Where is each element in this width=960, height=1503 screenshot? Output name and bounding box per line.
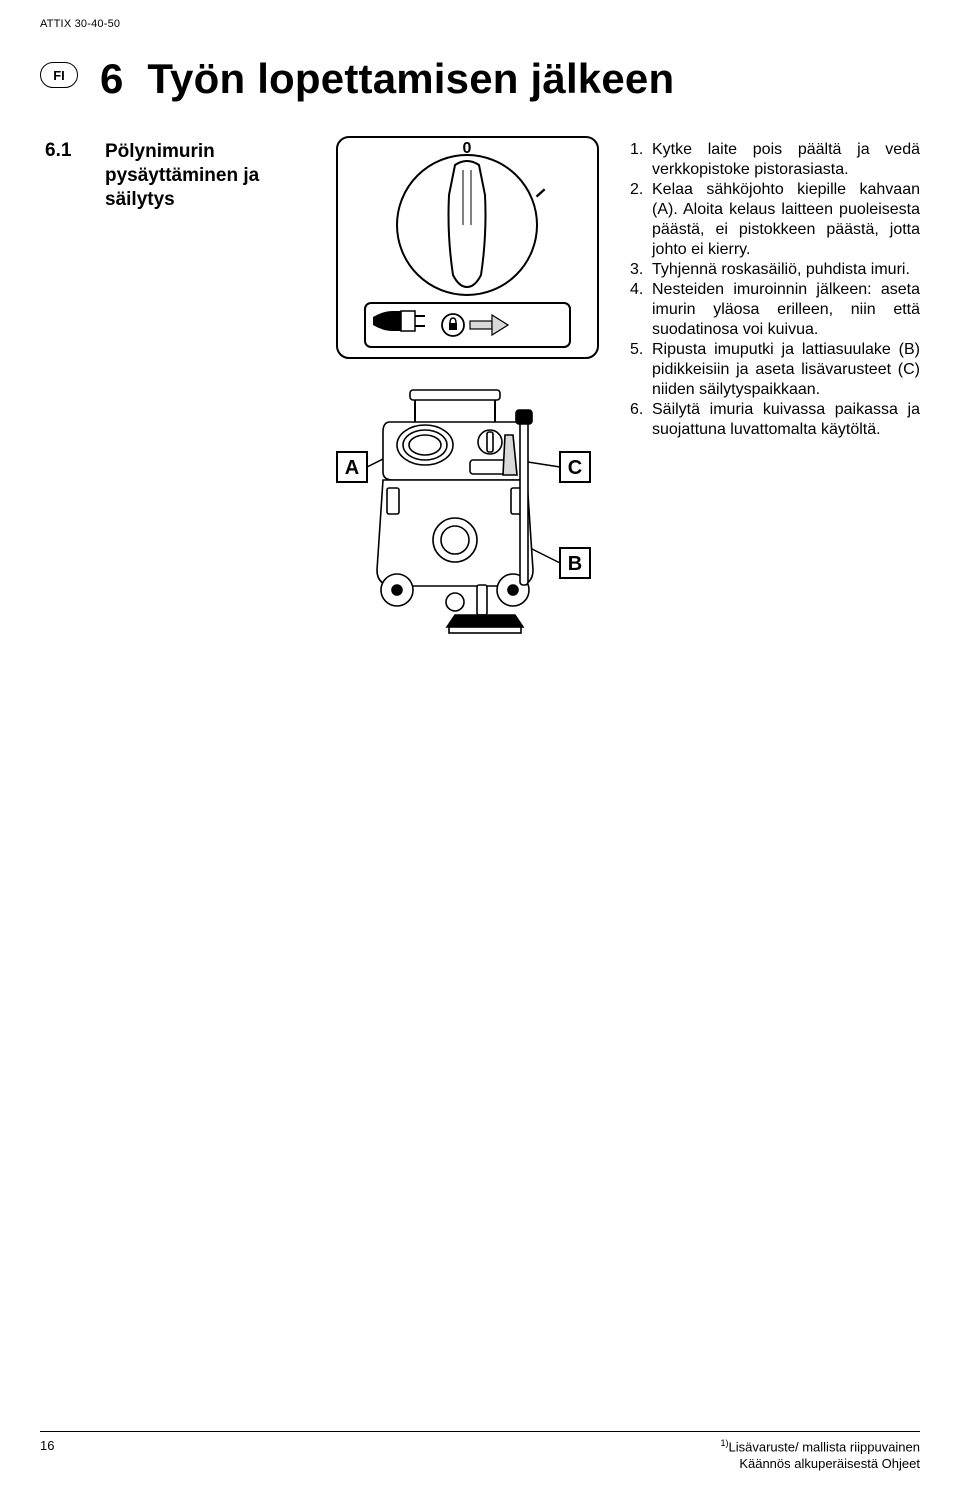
vacuum-label-C: C — [568, 457, 582, 479]
page-footer: 16 1)Lisävaruste/ mallista riippuvainen … — [40, 1431, 920, 1473]
instruction-item: Kytke laite pois päältä ja vedä verkkopi… — [630, 140, 920, 180]
vacuum-label-B: B — [568, 553, 582, 575]
chapter-title: 6 Työn lopettamisen jälkeen — [100, 55, 674, 103]
chapter-number: 6 — [100, 55, 124, 102]
dial-label-I: I — [532, 186, 548, 201]
dial-label-0: 0 — [463, 140, 472, 157]
language-badge: FI — [40, 62, 78, 88]
section-number: 6.1 — [45, 140, 71, 162]
footer-note: 1)Lisävaruste/ mallista riippuvainen Kää… — [721, 1438, 921, 1473]
instruction-item: Nesteiden imuroinnin jälkeen: aseta imur… — [630, 280, 920, 340]
instruction-item: Kelaa sähköjohto kiepille kahvaan (A). A… — [630, 180, 920, 260]
footnote-line2: Käännös alkuperäisestä Ohjeet — [721, 1456, 921, 1473]
figure-dial: 0 I — [335, 135, 600, 360]
instruction-item: Säilytä imuria kuivassa paikassa ja suoj… — [630, 400, 920, 440]
footnote-line1: Lisävaruste/ mallista riippuvainen — [729, 1439, 920, 1454]
header-model: ATTIX 30-40-50 — [40, 18, 120, 30]
instructions-list: Kytke laite pois päältä ja vedä verkkopi… — [630, 140, 920, 440]
section-title: Pölynimurin pysäyttäminen ja säilytys — [105, 140, 305, 211]
page-number: 16 — [40, 1438, 54, 1453]
footnote-sup: 1) — [721, 1438, 729, 1448]
chapter-heading: Työn lopettamisen jälkeen — [147, 55, 674, 102]
instruction-item: Tyhjennä roskasäiliö, puhdista imuri. — [630, 260, 920, 280]
vacuum-label-A: A — [345, 457, 359, 479]
instruction-item: Ripusta imuputki ja lattiasuulake (B) pi… — [630, 340, 920, 400]
figure-vacuum: A C B — [335, 380, 600, 680]
